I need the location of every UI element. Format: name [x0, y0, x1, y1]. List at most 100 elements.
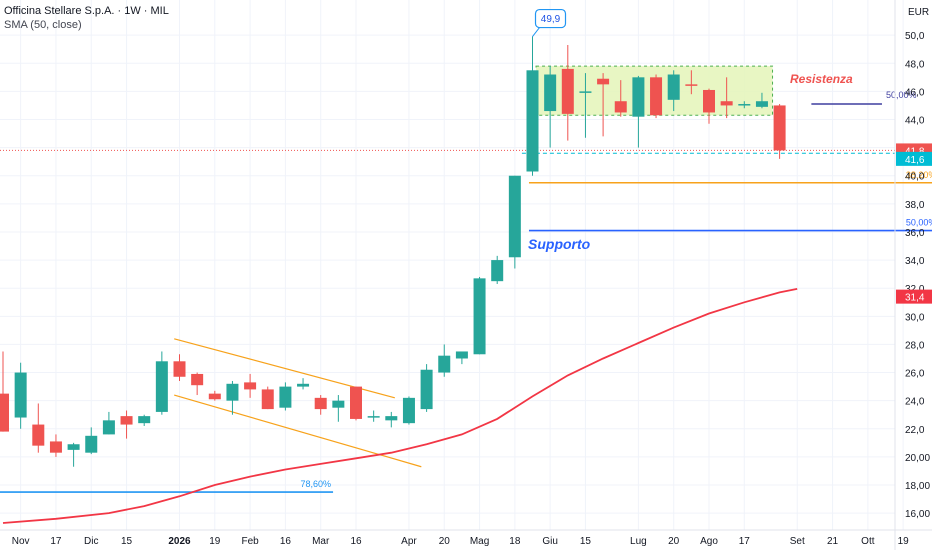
price-tick-label: 50,0 [905, 31, 925, 42]
time-axis[interactable]: Nov 17 Dic 15 2026 19 Feb 16 Mar 16 Apr 20 Mag 18 Giu 1… [0, 529, 932, 547]
candles [0, 36, 786, 467]
candle-down [685, 84, 698, 86]
time-tick-label: 18 [509, 536, 521, 547]
time-tick-label: Set [790, 536, 805, 547]
candle-up [544, 74, 557, 112]
candle-up [632, 77, 645, 117]
candle-up [297, 383, 310, 387]
time-tick-label: Giu [542, 536, 558, 547]
callout-pointer [532, 27, 540, 37]
candle-up [667, 74, 680, 100]
time-tick-label: 19 [209, 536, 221, 547]
candle-up [473, 278, 486, 355]
sma-line [2, 288, 798, 524]
candle-down [650, 77, 663, 116]
candle-up [738, 104, 751, 106]
time-tick-label: 15 [121, 536, 133, 547]
time-tick-label: Nov [12, 536, 30, 547]
candle-down [244, 382, 257, 390]
candle-up [579, 91, 592, 93]
time-tick-label: 21 [827, 536, 839, 547]
candle-up [402, 397, 415, 424]
price-tick-label: 16,00 [905, 509, 930, 520]
callout-label: 49,9 [541, 14, 561, 25]
candle-down [614, 101, 627, 113]
candle-up [491, 260, 504, 282]
price-tick-label: 46,0 [905, 87, 925, 98]
candle-down [208, 393, 221, 400]
currency-label: EUR [908, 7, 930, 18]
candle-up [14, 372, 27, 418]
price-tick-label: 36,0 [905, 228, 925, 239]
candle-down [314, 397, 327, 410]
candle-down [261, 389, 274, 410]
time-tick-label: 16 [280, 536, 292, 547]
candle-down [720, 101, 733, 106]
price-tick-label: 30,0 [905, 312, 925, 323]
candle-up [226, 383, 239, 401]
candle-up [455, 351, 468, 359]
candle-down [561, 68, 574, 114]
price-tick-label: 44,0 [905, 115, 925, 126]
candle-down [32, 424, 45, 446]
candle-up [385, 416, 398, 421]
price-tick-label: 40,0 [905, 172, 925, 183]
time-tick-label: 20 [439, 536, 451, 547]
candle-up [85, 435, 98, 453]
drawings-front: 50,00% Resistenza Supporto 49,9 [528, 8, 917, 252]
sma-50-line [2, 288, 798, 524]
time-tick-label: Mag [470, 536, 489, 547]
candle-up [138, 416, 151, 424]
candle-up [755, 101, 768, 107]
price-badge-label: 31,4 [905, 293, 925, 304]
chart-title: Officina Stellare S.p.A. · 1W · MIL [4, 5, 169, 17]
price-tick-label: 22,0 [905, 425, 925, 436]
time-tick-label: 17 [50, 536, 62, 547]
resistance-fib-label: 50,00% [886, 90, 917, 100]
time-tick-label: Ott [861, 536, 875, 547]
price-tick-label: 34,0 [905, 256, 925, 267]
price-tick-label: 18,00 [905, 481, 930, 492]
candle-down [0, 393, 9, 432]
callout-box [534, 8, 567, 29]
candle-up [420, 369, 433, 410]
time-tick-label: Apr [401, 536, 417, 547]
time-tick-label: Lug [630, 536, 647, 547]
price-tick-label: 26,0 [905, 369, 925, 380]
time-tick-label: Mar [312, 536, 330, 547]
time-tick-label: 16 [350, 536, 362, 547]
time-tick-label: 2026 [168, 536, 191, 547]
price-tick-label: 38,0 [905, 200, 925, 211]
candle-down [191, 373, 204, 386]
price-tick-label: 28,0 [905, 340, 925, 351]
price-tick-label: 24,0 [905, 397, 925, 408]
candle-up [526, 70, 539, 172]
candle-down [773, 105, 786, 151]
candle-up [155, 361, 168, 412]
time-tick-label: 20 [668, 536, 680, 547]
candle-up [102, 420, 115, 435]
fib-38-label: 38,20% [906, 170, 932, 180]
candle-down [597, 78, 610, 85]
price-badge [896, 289, 932, 304]
candle-down [350, 386, 362, 419]
indicator-label[interactable]: SMA (50, close) [4, 19, 82, 31]
time-tick-label: 19 [898, 536, 910, 547]
time-tick-label: Feb [241, 536, 259, 547]
candle-up [332, 400, 345, 408]
price-badge-label: 41,6 [905, 155, 925, 166]
fib-786-label: 78,60% [301, 479, 332, 489]
candle-down [120, 416, 133, 425]
price-axis[interactable]: 16,0018,0020,0022,024,026,028,030,032,03… [894, 0, 932, 550]
price-tick-label: 48,0 [905, 59, 925, 70]
candle-down [49, 441, 62, 453]
support-label: Supporto [528, 236, 591, 252]
candle-up [438, 355, 451, 373]
time-tick-label: Ago [700, 536, 718, 547]
candle-up [508, 175, 521, 258]
candle-up [67, 444, 80, 450]
time-tick-label: 17 [739, 536, 751, 547]
fib-50-label: 50,00% [906, 218, 932, 228]
time-tick-label: Dic [84, 536, 98, 547]
